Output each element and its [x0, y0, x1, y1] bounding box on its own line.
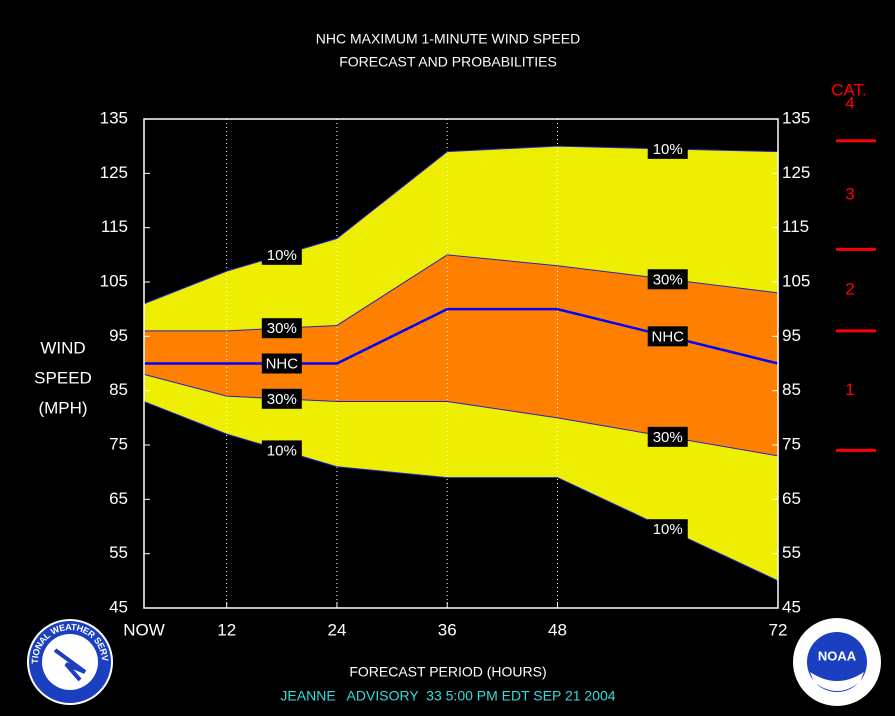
- series-label: 10%: [653, 521, 683, 538]
- series-label: 10%: [653, 141, 683, 158]
- y-tick-label: 115: [101, 217, 128, 236]
- label-box: [261, 318, 302, 339]
- y2-tick-label: 125: [782, 163, 810, 182]
- label-box: [261, 388, 302, 409]
- logo-bolt: [53, 648, 87, 682]
- series-label: NHC: [266, 355, 299, 372]
- label-box: [261, 353, 302, 374]
- category-label: 3: [845, 185, 854, 204]
- x-tick-label: NOW: [123, 620, 165, 639]
- series-line: [144, 254, 779, 332]
- series-label: 30%: [653, 271, 683, 288]
- y-axis-label: (MPH): [38, 398, 87, 417]
- y-tick-label: 105: [100, 271, 128, 290]
- series-line: [144, 307, 779, 365]
- label-box: [647, 138, 688, 159]
- plot-frame: [143, 118, 779, 609]
- y-tick-label: 75: [109, 434, 128, 453]
- y-axis-label: SPEED: [34, 368, 92, 387]
- category-label: 4: [845, 93, 854, 112]
- logo-text: NOAA: [818, 648, 857, 663]
- series-label: 30%: [653, 429, 683, 446]
- x-tick-label: 24: [327, 620, 346, 639]
- series-line: [143, 401, 779, 582]
- y2-tick-label: 55: [782, 543, 801, 562]
- label-box: [261, 440, 302, 461]
- series-label: 10%: [267, 247, 297, 264]
- y2-tick-label: 75: [782, 434, 801, 453]
- label-box: [261, 244, 302, 265]
- noaa-logo: NOAA: [793, 618, 881, 706]
- logo-inner: [807, 632, 867, 692]
- category-label: 2: [845, 280, 854, 299]
- category-label: 1: [845, 380, 854, 399]
- label-box: [647, 426, 688, 447]
- y2-tick-label: 115: [782, 217, 809, 236]
- label-box: [647, 519, 688, 540]
- y-tick-label: 85: [109, 380, 128, 399]
- y2-tick-label: 85: [782, 380, 801, 399]
- chart-title: FORECAST AND PROBABILITIES: [339, 54, 557, 70]
- y2-tick-label: 95: [782, 326, 801, 345]
- x-tick-label: 72: [769, 620, 788, 639]
- footer: JEANNE ADVISORY 33 5:00 PM EDT SEP 21 20…: [280, 688, 615, 704]
- x-tick-label: 36: [438, 620, 457, 639]
- series-line: [143, 373, 779, 457]
- band: [144, 254, 778, 456]
- y-tick-label: 65: [109, 489, 128, 508]
- y-tick-label: 125: [100, 163, 128, 182]
- chart-title: NHC MAXIMUM 1-MINUTE WIND SPEED: [316, 31, 580, 47]
- series-line: [143, 145, 779, 305]
- y-axis-label: WIND: [40, 338, 85, 357]
- y2-tick-label: 45: [782, 597, 801, 616]
- y-tick-label: 95: [109, 326, 128, 345]
- category-title: CAT.: [831, 80, 867, 99]
- y-tick-label: 45: [109, 597, 128, 616]
- x-tick-label: 48: [548, 620, 567, 639]
- y-tick-label: 135: [100, 108, 128, 127]
- logo-wave: [810, 672, 864, 691]
- series-label: 30%: [267, 320, 297, 337]
- y2-tick-label: 135: [782, 108, 810, 127]
- y2-tick-label: 105: [782, 271, 810, 290]
- series-label: 10%: [267, 442, 297, 459]
- x-tick-label: 12: [217, 620, 236, 639]
- y2-tick-label: 65: [782, 489, 801, 508]
- series-label: NHC: [651, 328, 684, 345]
- x-axis-label: FORECAST PERIOD (HOURS): [349, 664, 546, 680]
- label-box: [647, 269, 688, 290]
- y-tick-label: 55: [109, 543, 128, 562]
- label-box: [647, 326, 688, 347]
- series-label: 30%: [267, 391, 297, 408]
